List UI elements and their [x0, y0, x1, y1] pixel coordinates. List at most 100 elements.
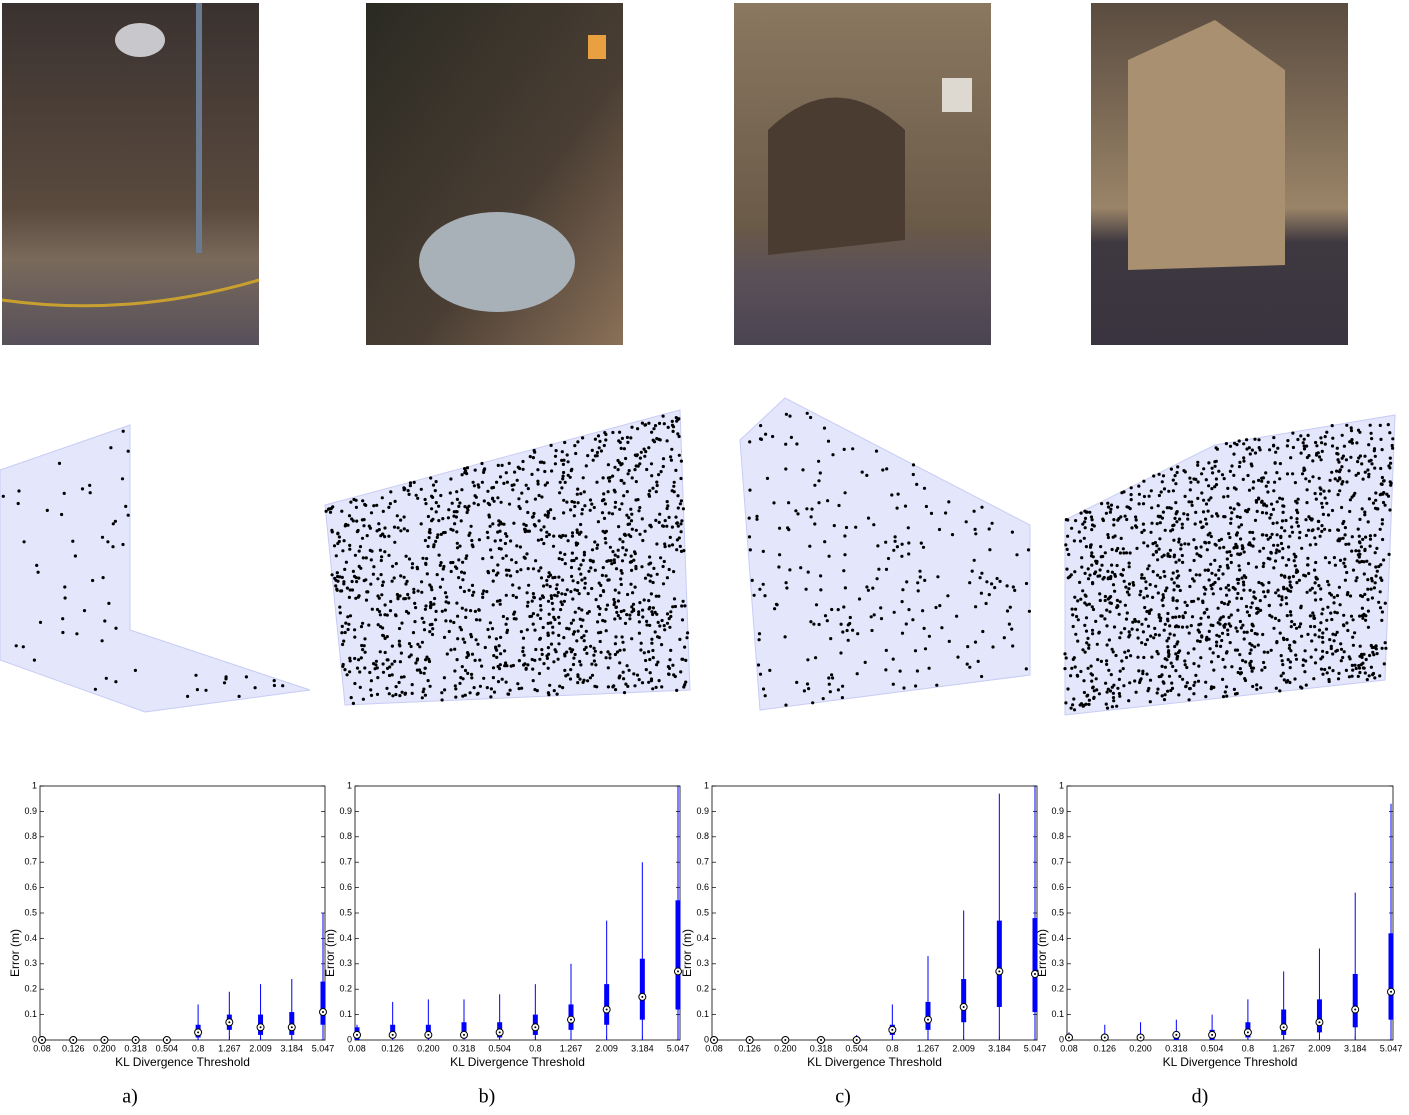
cloud-point [444, 591, 447, 594]
cloud-point [539, 566, 542, 569]
cloud-point [1259, 599, 1262, 602]
cloud-point [1230, 517, 1233, 520]
cloud-point [620, 502, 623, 505]
cloud-point [1236, 630, 1239, 633]
cloud-point [1162, 604, 1165, 607]
cloud-point [1277, 594, 1280, 597]
cloud-point [1262, 565, 1265, 568]
cloud-point [684, 659, 687, 662]
cloud-point [1204, 695, 1207, 698]
cloud-point [1204, 541, 1207, 544]
cloud-point [501, 464, 504, 467]
median-dot [197, 1031, 199, 1033]
cloud-point [1387, 464, 1390, 467]
cloud-point [1176, 471, 1179, 474]
cloud-point [111, 545, 114, 548]
cloud-point [391, 694, 394, 697]
cloud-point [1171, 524, 1174, 527]
cloud-point [614, 589, 617, 592]
figure: 00.10.20.30.40.50.60.70.80.91Error (m)0.… [0, 0, 1409, 1115]
plot-area [355, 786, 680, 1040]
cloud-point [1260, 501, 1263, 504]
cloud-point [1287, 558, 1290, 561]
cloud-point [854, 526, 857, 529]
cloud-point [527, 584, 530, 587]
cloud-point [532, 592, 535, 595]
cloud-point [1290, 625, 1293, 628]
cloud-point [1208, 532, 1211, 535]
cloud-point [597, 520, 600, 523]
cloud-point [1085, 694, 1088, 697]
cloud-point [352, 570, 355, 573]
cloud-point [586, 612, 589, 615]
median-dot [713, 1039, 715, 1041]
cloud-point [1128, 562, 1131, 565]
cloud-point [763, 594, 766, 597]
cloud-point [1298, 625, 1301, 628]
cloud-point [1118, 678, 1121, 681]
cloud-point [1355, 576, 1358, 579]
cloud-point [1126, 611, 1129, 614]
cloud-point [657, 621, 660, 624]
cloud-point [1320, 524, 1323, 527]
cloud-point [1148, 495, 1151, 498]
cloud-point [430, 519, 433, 522]
cloud-point [527, 567, 530, 570]
cloud-point [500, 547, 503, 550]
cloud-point [1136, 656, 1139, 659]
cloud-point [1064, 543, 1067, 546]
cloud-point [593, 647, 596, 650]
cloud-point [1292, 575, 1295, 578]
cloud-point [1309, 614, 1312, 617]
cloud-point [524, 557, 527, 560]
cloud-point [334, 584, 337, 587]
cloud-point [339, 611, 342, 614]
photo-detail [1128, 20, 1285, 270]
cloud-point [545, 579, 548, 582]
cloud-point [1233, 442, 1236, 445]
cloud-point [353, 682, 356, 685]
cloud-point [406, 529, 409, 532]
cloud-point [1199, 656, 1202, 659]
cloud-point [1090, 680, 1093, 683]
cloud-point [812, 623, 815, 626]
cloud-point [1209, 496, 1212, 499]
cloud-point [1237, 564, 1240, 567]
cloud-point [1210, 624, 1213, 627]
cloud-point [1359, 594, 1362, 597]
cloud-point [1229, 445, 1232, 448]
cloud-point [1388, 431, 1391, 434]
cloud-point [1228, 536, 1231, 539]
cloud-point [375, 660, 378, 663]
cloud-point [1254, 632, 1257, 635]
cloud-point [1320, 502, 1323, 505]
cloud-point [364, 578, 367, 581]
cloud-point [1166, 619, 1169, 622]
cloud-point [1281, 547, 1284, 550]
cloud-point [1162, 596, 1165, 599]
cloud-point [486, 686, 489, 689]
cloud-point [1373, 676, 1376, 679]
cloud-point [1098, 631, 1101, 634]
cloud-point [389, 609, 392, 612]
cloud-point [555, 449, 558, 452]
cloud-point [1296, 438, 1299, 441]
cloud-point [499, 652, 502, 655]
cloud-point [1314, 633, 1317, 636]
cloud-point [1169, 549, 1172, 552]
cloud-point [480, 462, 483, 465]
cloud-point [481, 481, 484, 484]
cloud-point [1229, 641, 1232, 644]
cloud-point [350, 696, 353, 699]
cloud-point [381, 584, 384, 587]
cloud-point [973, 559, 976, 562]
cloud-point [1172, 588, 1175, 591]
median-dot [392, 1034, 394, 1036]
cloud-point [1327, 583, 1330, 586]
cloud-point [648, 624, 651, 627]
cloud-point [1324, 556, 1327, 559]
cloud-point [1213, 485, 1216, 488]
cloud-point [934, 606, 937, 609]
cloud-point [1370, 577, 1373, 580]
cloud-point [1072, 697, 1075, 700]
